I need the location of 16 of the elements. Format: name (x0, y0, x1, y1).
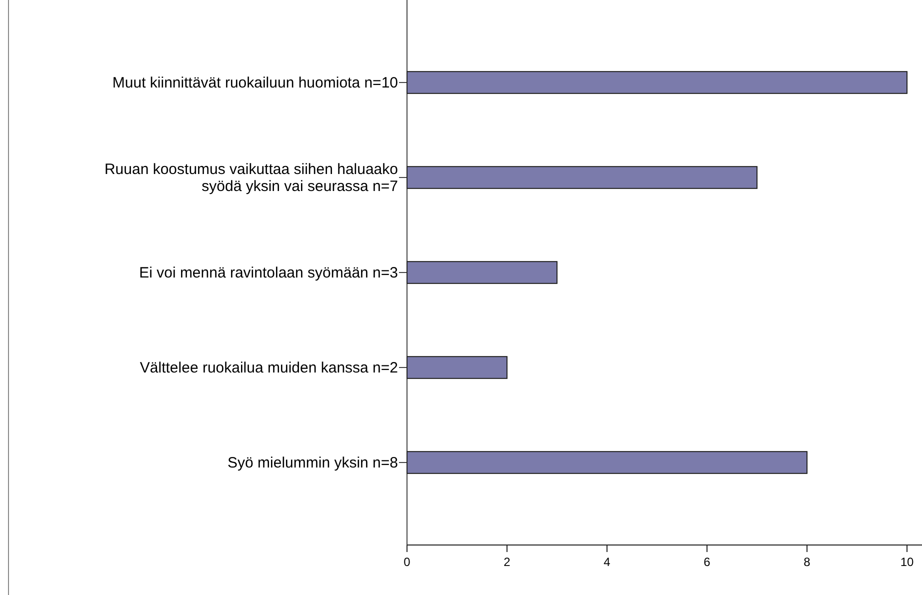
bar (406, 261, 558, 284)
y-tick-label: Ruuan koostumus vaikuttaa siihen haluaako syödä yksin vai seurassa n=7 (104, 161, 398, 195)
x-tick-label: 10 (900, 555, 914, 569)
y-tick-label: Välttelee ruokailua muiden kanssa n=2 (140, 360, 398, 376)
bar (406, 71, 908, 94)
y-tick-label: Muut kiinnittävät ruokailuun huomiota n=10 (112, 74, 398, 92)
bar (406, 166, 758, 189)
x-tick-label: 0 (404, 555, 411, 569)
y-tick-label: Ei voi mennä ravintolaan syömään n=3 (139, 264, 398, 282)
x-tick-label: 4 (604, 555, 611, 569)
y-tick-label: Syö mielummin yksin n=8 (228, 454, 398, 472)
bar (406, 451, 808, 474)
x-tick-label: 6 (704, 555, 711, 569)
bar (406, 356, 508, 379)
x-tick-label: 2 (504, 555, 511, 569)
x-tick-label: 8 (804, 555, 811, 569)
